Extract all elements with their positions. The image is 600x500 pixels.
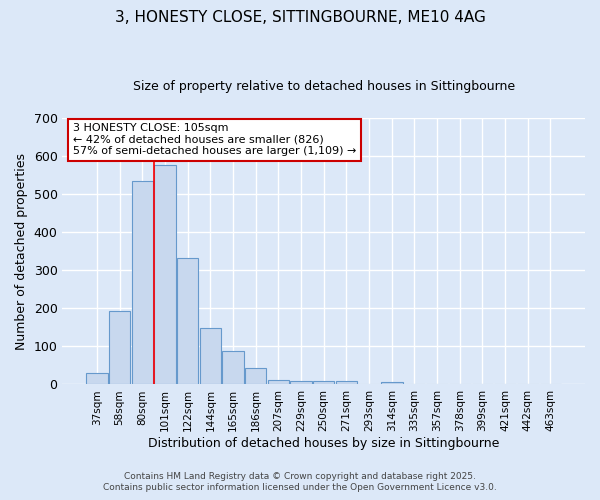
Bar xyxy=(268,380,289,384)
Bar xyxy=(290,381,312,384)
Bar xyxy=(381,382,403,384)
Bar xyxy=(154,166,176,384)
Bar xyxy=(335,382,357,384)
Bar xyxy=(131,180,153,384)
Text: Contains HM Land Registry data © Crown copyright and database right 2025.
Contai: Contains HM Land Registry data © Crown c… xyxy=(103,472,497,492)
Bar xyxy=(177,258,199,384)
Title: Size of property relative to detached houses in Sittingbourne: Size of property relative to detached ho… xyxy=(133,80,515,93)
Bar xyxy=(86,373,108,384)
Text: 3, HONESTY CLOSE, SITTINGBOURNE, ME10 4AG: 3, HONESTY CLOSE, SITTINGBOURNE, ME10 4A… xyxy=(115,10,485,25)
Text: 3 HONESTY CLOSE: 105sqm
← 42% of detached houses are smaller (826)
57% of semi-d: 3 HONESTY CLOSE: 105sqm ← 42% of detache… xyxy=(73,123,356,156)
Bar xyxy=(222,352,244,384)
Bar xyxy=(200,328,221,384)
Bar xyxy=(313,382,334,384)
Bar xyxy=(109,311,130,384)
Bar xyxy=(245,368,266,384)
X-axis label: Distribution of detached houses by size in Sittingbourne: Distribution of detached houses by size … xyxy=(148,437,499,450)
Y-axis label: Number of detached properties: Number of detached properties xyxy=(15,152,28,350)
